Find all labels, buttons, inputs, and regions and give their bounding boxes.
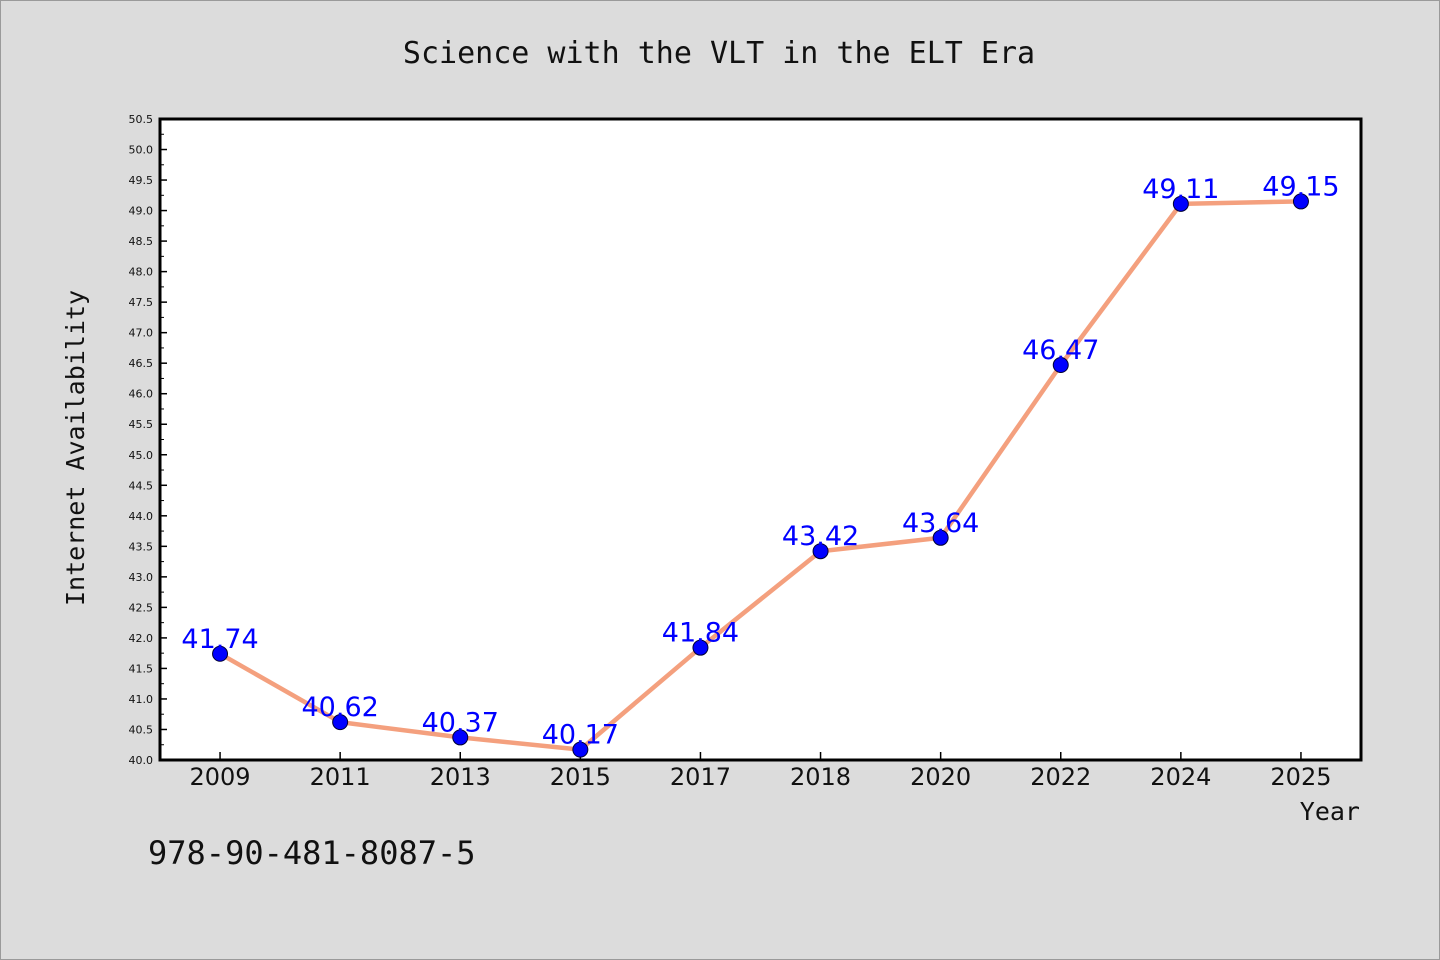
data-point <box>932 529 949 546</box>
data-point <box>1172 195 1189 212</box>
data-point <box>692 639 709 656</box>
y-tick-label: 44.0 <box>129 510 154 523</box>
x-tick-label: 2020 <box>910 763 971 791</box>
data-point <box>452 729 469 746</box>
series-line <box>218 199 1301 752</box>
y-tick-label: 50.5 <box>129 113 154 126</box>
y-tick-label: 41.0 <box>129 693 154 706</box>
data-label: 41.74 <box>181 624 258 655</box>
data-label: 43.64 <box>902 508 979 539</box>
data-label: 49.15 <box>1262 171 1339 202</box>
y-tick-label: 40.0 <box>129 754 154 767</box>
data-point <box>1052 357 1069 374</box>
data-point <box>1292 193 1309 210</box>
x-tick-label: 2022 <box>1030 763 1091 791</box>
y-tick-label: 43.5 <box>129 540 154 553</box>
y-tick-label: 40.5 <box>129 723 154 736</box>
data-label: 41.84 <box>662 618 739 649</box>
y-tick-label: 49.0 <box>129 205 154 218</box>
y-tick-label: 47.5 <box>129 296 154 309</box>
y-tick-label: 41.5 <box>129 662 154 675</box>
y-tick-label: 50.0 <box>129 144 154 157</box>
y-tick-label: 45.5 <box>129 418 154 431</box>
y-tick-label: 43.0 <box>129 571 154 584</box>
isbn-footer: 978-90-481-8087-5 <box>148 834 476 872</box>
y-tick-label: 42.0 <box>129 632 154 645</box>
y-axis-title: Internet Availability <box>61 290 90 606</box>
data-point <box>212 645 229 662</box>
x-tick-label: 2015 <box>550 763 611 791</box>
y-tick-label: 42.5 <box>129 601 154 614</box>
data-label: 40.37 <box>422 707 499 738</box>
x-tick-label: 2025 <box>1270 763 1331 791</box>
x-tick-label: 2013 <box>430 763 491 791</box>
y-tick-label: 46.0 <box>129 388 154 401</box>
plot-area <box>158 117 1363 762</box>
y-axis: 40.0 40.5 41.0 41.5 42.0 42.5 43.0 43.5 44.0 44.5… <box>129 113 167 767</box>
data-labels: 41.74 40.62 40.37 40.17 41.84 43.42 43.64 46.47… <box>181 171 1339 750</box>
y-tick-label: 44.5 <box>129 479 154 492</box>
x-axis-title: Year <box>1300 797 1360 826</box>
data-label: 46.47 <box>1022 335 1099 366</box>
data-point <box>572 741 589 758</box>
y-tick-label: 48.0 <box>129 266 154 279</box>
x-tick-label: 2011 <box>310 763 371 791</box>
x-tick-label: 2024 <box>1150 763 1211 791</box>
x-tick-label: 2009 <box>190 763 251 791</box>
y-tick-label: 49.5 <box>129 174 154 187</box>
x-tick-label: 2017 <box>670 763 731 791</box>
data-label: 40.62 <box>302 692 379 723</box>
x-tick-label: 2018 <box>790 763 851 791</box>
chart-title: Science with the VLT in the ELT Era <box>403 36 1035 71</box>
data-label: 49.11 <box>1142 174 1219 205</box>
series-markers <box>212 193 1309 758</box>
y-tick-label: 47.0 <box>129 327 154 340</box>
data-label: 43.42 <box>782 521 859 552</box>
data-point <box>812 543 829 560</box>
data-label: 40.17 <box>542 720 619 751</box>
data-point <box>332 714 349 731</box>
y-tick-label: 46.5 <box>129 357 154 370</box>
y-tick-label: 45.0 <box>129 449 154 462</box>
y-tick-label: 48.5 <box>129 235 154 248</box>
x-axis: 2009 2011 2013 2015 2017 2018 2020 2022 2024 2025 <box>190 752 1331 791</box>
